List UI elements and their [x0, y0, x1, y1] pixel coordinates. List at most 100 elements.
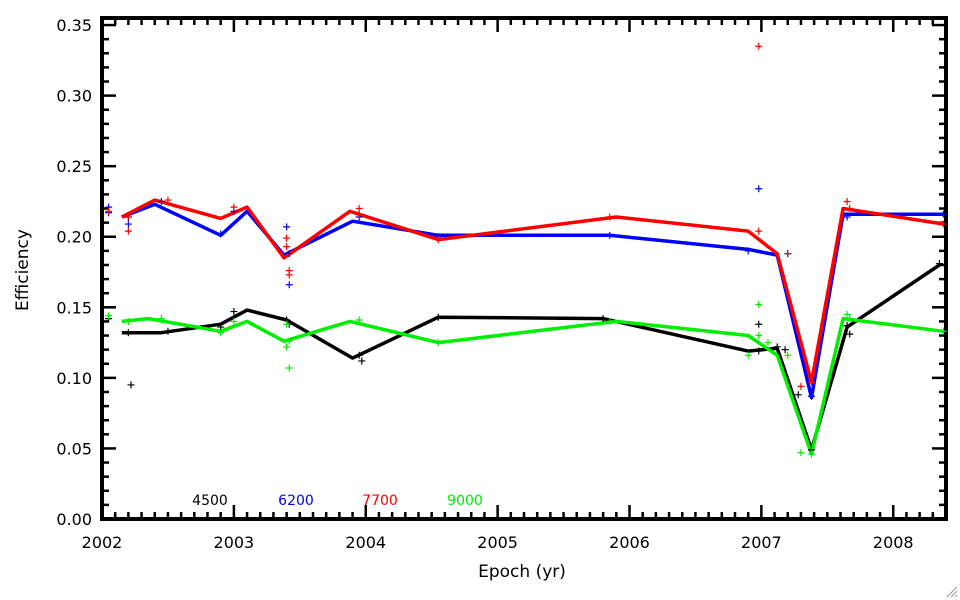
data-point-9000	[764, 339, 772, 347]
data-point-9000	[355, 316, 363, 324]
data-point-4500	[755, 347, 763, 355]
data-point-9000	[755, 300, 763, 308]
y-tick-label: 0.35	[56, 16, 92, 35]
series-line-6200	[121, 202, 944, 400]
data-point-9000	[846, 315, 854, 323]
data-point-9000	[217, 329, 225, 337]
data-point-7700	[285, 271, 293, 279]
y-tick-label: 0.05	[56, 439, 92, 458]
data-point-7700	[355, 210, 363, 218]
data-point-9000	[285, 337, 293, 345]
data-point-4500	[781, 346, 789, 354]
x-tick-label: 2007	[741, 533, 782, 552]
data-point-4500	[773, 343, 781, 351]
data-point-9000	[105, 312, 113, 320]
data-point-4500	[164, 327, 172, 335]
data-point-4500	[358, 357, 366, 365]
x-tick-label: 2003	[214, 533, 255, 552]
data-point-7700	[164, 196, 172, 204]
data-point-6200	[283, 223, 291, 231]
data-point-7700	[606, 213, 614, 221]
data-point-4500	[434, 313, 442, 321]
data-point-4500	[794, 391, 802, 399]
x-tick-label: 2002	[82, 533, 123, 552]
data-point-7700	[843, 197, 851, 205]
data-point-9000	[230, 317, 238, 325]
data-point-7700	[807, 378, 815, 386]
resize-grip-icon[interactable]	[946, 586, 958, 598]
data-point-7700	[434, 236, 442, 244]
data-point-4500	[846, 330, 854, 338]
legend-item-4500: 4500	[192, 493, 228, 509]
y-tick-label: 0.30	[56, 87, 92, 106]
y-tick-label: 0.15	[56, 298, 92, 317]
data-point-7700	[755, 42, 763, 50]
data-point-4500	[599, 315, 607, 323]
data-point-4500	[230, 308, 238, 316]
plot-border	[100, 16, 948, 521]
series-points	[105, 42, 947, 458]
data-point-7700	[124, 227, 132, 235]
axis-tick-labels: 2002 2003 2004 2005 2006 2007 2008 0.00 0.05 0.10…	[56, 16, 913, 552]
legend: 4500 6200 7700 9000	[192, 493, 483, 509]
data-point-9000	[283, 320, 291, 328]
data-point-9000	[744, 351, 752, 359]
data-point-9000	[784, 351, 792, 359]
data-point-7700	[939, 220, 947, 228]
data-point-7700	[755, 227, 763, 235]
data-point-7700	[105, 207, 113, 215]
series-lines	[121, 198, 944, 456]
data-point-9000	[283, 343, 291, 351]
y-tick-label: 0.20	[56, 228, 92, 247]
data-point-4500	[755, 320, 763, 328]
data-point-4500	[355, 351, 363, 359]
data-point-7700	[797, 382, 805, 390]
data-point-6200	[843, 213, 851, 221]
data-point-6200	[157, 197, 165, 205]
data-point-6200	[606, 231, 614, 239]
x-tick-label: 2006	[609, 533, 650, 552]
data-point-7700	[283, 234, 291, 242]
data-point-9000	[755, 332, 763, 340]
data-point-4500	[935, 260, 943, 268]
data-point-6200	[755, 185, 763, 193]
data-point-7700	[124, 213, 132, 221]
legend-item-7700: 7700	[362, 493, 398, 509]
axis-ticks	[100, 18, 948, 521]
data-point-6200	[124, 220, 132, 228]
data-point-4500	[843, 322, 851, 330]
data-point-7700	[846, 205, 854, 213]
x-axis-label: Epoch (yr)	[478, 562, 566, 582]
y-axis-label: Efficiency	[13, 229, 33, 311]
data-point-6200	[807, 392, 815, 400]
data-point-6200	[217, 230, 225, 238]
y-tick-label: 0.00	[56, 510, 92, 529]
data-point-9000	[843, 310, 851, 318]
y-tick-label: 0.25	[56, 157, 92, 176]
x-tick-label: 2008	[873, 533, 914, 552]
data-point-9000	[157, 315, 165, 323]
data-point-6200	[285, 281, 293, 289]
data-point-9000	[939, 327, 947, 335]
data-point-9000	[807, 450, 815, 458]
x-tick-label: 2004	[345, 533, 386, 552]
data-point-9000	[606, 317, 614, 325]
data-point-9000	[434, 339, 442, 347]
y-tick-label: 0.10	[56, 369, 92, 388]
data-point-4500	[127, 381, 135, 389]
legend-item-6200: 6200	[278, 493, 314, 509]
data-point-6200	[285, 250, 293, 258]
data-point-9000	[124, 317, 132, 325]
data-point-7700	[283, 243, 291, 251]
data-point-6200	[744, 247, 752, 255]
data-point-9000	[285, 364, 293, 372]
data-point-9000	[797, 449, 805, 457]
x-tick-label: 2005	[477, 533, 518, 552]
plot-frame	[100, 16, 948, 521]
legend-item-9000: 9000	[447, 493, 483, 509]
data-point-6200	[939, 210, 947, 218]
data-point-4500	[124, 329, 132, 337]
data-point-7700	[784, 250, 792, 258]
data-point-7700	[230, 203, 238, 211]
